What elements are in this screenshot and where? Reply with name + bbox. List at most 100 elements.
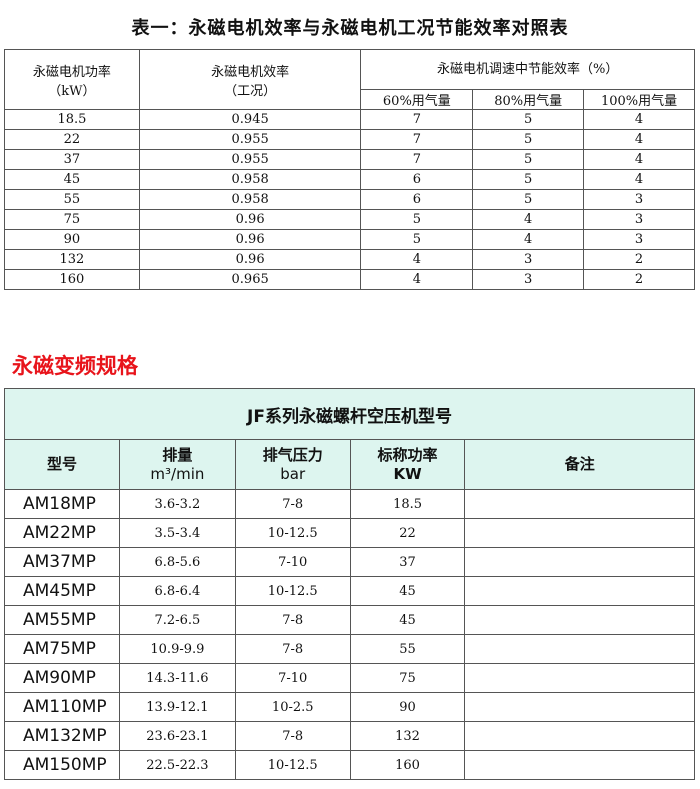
table-cell: 7.2-6.5 <box>118 605 236 635</box>
table-cell: 10-12.5 <box>234 750 351 780</box>
table-cell: 160 <box>4 269 140 290</box>
table-cell: 7-8 <box>234 721 351 751</box>
table-cell: 22 <box>4 129 140 150</box>
table-row: AM132MP 23.6-23.1 7-8 132 <box>4 721 695 751</box>
table-row: AM110MP 13.9-12.1 10-2.5 90 <box>4 692 695 722</box>
table-cell: 13.9-12.1 <box>118 692 236 722</box>
table-cell: 5 <box>472 129 585 150</box>
table-cell: AM37MP <box>4 547 120 577</box>
header-model: 型号 <box>4 439 120 490</box>
table-row: AM18MP 3.6-3.2 7-8 18.5 <box>4 489 695 519</box>
table-cell: 45 <box>349 576 466 606</box>
table-cell: 22.5-22.3 <box>118 750 236 780</box>
table-cell: AM55MP <box>4 605 120 635</box>
table-cell: 6.8-6.4 <box>118 576 236 606</box>
section-heading: 永磁变频规格 <box>12 353 138 378</box>
table-row: 22 0.955 7 5 4 <box>4 129 695 150</box>
table-cell: AM150MP <box>4 750 120 780</box>
table-cell: 18.5 <box>349 489 466 519</box>
table-cell: 7-8 <box>234 489 351 519</box>
table-cell: 0.945 <box>138 109 362 130</box>
table-cell: 75 <box>4 209 140 230</box>
table-cell <box>464 547 695 577</box>
table-cell: 0.958 <box>138 169 362 190</box>
table-cell: 4 <box>583 169 695 190</box>
table-cell: 0.96 <box>138 229 362 250</box>
table-cell <box>464 634 695 664</box>
table-cell: 6 <box>360 169 474 190</box>
table-cell <box>464 576 695 606</box>
header-power: 永磁电机功率 （kW） <box>4 49 140 110</box>
table-row: 90 0.96 5 4 3 <box>4 229 695 250</box>
table-cell <box>464 489 695 519</box>
header-saving: 永磁电机调速中节能效率（%） <box>360 49 695 90</box>
table-cell: AM90MP <box>4 663 120 693</box>
table-cell: 4 <box>583 109 695 130</box>
table-cell: AM45MP <box>4 576 120 606</box>
table-cell <box>464 721 695 751</box>
table-cell <box>464 518 695 548</box>
table-cell: 37 <box>4 149 140 170</box>
table-cell: AM18MP <box>4 489 120 519</box>
table-cell: 5 <box>472 189 585 210</box>
table-cell: 10-2.5 <box>234 692 351 722</box>
table-cell: 4 <box>360 269 474 290</box>
table-cell: 7-8 <box>234 634 351 664</box>
table-cell: 5 <box>360 209 474 230</box>
table-cell: 5 <box>472 109 585 130</box>
table-cell <box>464 605 695 635</box>
table-cell: 3.6-3.2 <box>118 489 236 519</box>
table1-title: 表一：永磁电机效率与永磁电机工况节能效率对照表 <box>131 18 569 39</box>
table-row: 160 0.965 4 3 2 <box>4 269 695 290</box>
efficiency-table: 永磁电机功率 （kW） 永磁电机效率 （工况） 永磁电机调速中节能效率（%） 60%… <box>4 49 695 290</box>
table-cell: 90 <box>4 229 140 250</box>
table-cell: 7-8 <box>234 605 351 635</box>
header-flow: 排量 m³/min <box>118 439 236 490</box>
table-cell: 5 <box>472 169 585 190</box>
table-row: 55 0.958 6 5 3 <box>4 189 695 210</box>
table-cell: 6 <box>360 189 474 210</box>
table-cell: 160 <box>349 750 466 780</box>
table-row: 37 0.955 7 5 4 <box>4 149 695 170</box>
table-cell: 4 <box>583 149 695 170</box>
table-cell: 5 <box>472 149 585 170</box>
table-cell: 0.955 <box>138 129 362 150</box>
table-cell: 0.96 <box>138 209 362 230</box>
header-efficiency: 永磁电机效率 （工况） <box>138 49 362 110</box>
table-cell: 5 <box>360 229 474 250</box>
table-cell: 132 <box>4 249 140 270</box>
table-row: AM75MP 10.9-9.9 7-8 55 <box>4 634 695 664</box>
table-cell: 10.9-9.9 <box>118 634 236 664</box>
table-cell: 10-12.5 <box>234 518 351 548</box>
table-cell: 2 <box>583 269 695 290</box>
table-cell: 75 <box>349 663 466 693</box>
table-cell: 3 <box>472 249 585 270</box>
table-row: 45 0.958 6 5 4 <box>4 169 695 190</box>
table-cell: 132 <box>349 721 466 751</box>
table-cell: 0.96 <box>138 249 362 270</box>
table-cell: 45 <box>349 605 466 635</box>
table-cell: 7 <box>360 109 474 130</box>
table-cell: 7-10 <box>234 547 351 577</box>
table-cell: 55 <box>349 634 466 664</box>
table-row: AM22MP 3.5-3.4 10-12.5 22 <box>4 518 695 548</box>
table-cell <box>464 692 695 722</box>
table-row: AM37MP 6.8-5.6 7-10 37 <box>4 547 695 577</box>
table-row: AM55MP 7.2-6.5 7-8 45 <box>4 605 695 635</box>
table-cell: 10-12.5 <box>234 576 351 606</box>
table-cell: 90 <box>349 692 466 722</box>
table-cell: AM110MP <box>4 692 120 722</box>
table-row: AM45MP 6.8-6.4 10-12.5 45 <box>4 576 695 606</box>
table-cell: 3 <box>583 209 695 230</box>
table-cell: 3.5-3.4 <box>118 518 236 548</box>
table-cell: 2 <box>583 249 695 270</box>
model-table: JF系列永磁螺杆空压机型号 型号 排量 m³/min 排气压力 bar 标称功率 KW… <box>4 388 695 780</box>
table-row: 75 0.96 5 4 3 <box>4 209 695 230</box>
table-cell: 37 <box>349 547 466 577</box>
table-cell <box>464 663 695 693</box>
table-row: AM150MP 22.5-22.3 10-12.5 160 <box>4 750 695 780</box>
header-note: 备注 <box>464 439 695 490</box>
table-cell: 4 <box>472 229 585 250</box>
table-row: AM90MP 14.3-11.6 7-10 75 <box>4 663 695 693</box>
table-row: 18.5 0.945 7 5 4 <box>4 109 695 130</box>
